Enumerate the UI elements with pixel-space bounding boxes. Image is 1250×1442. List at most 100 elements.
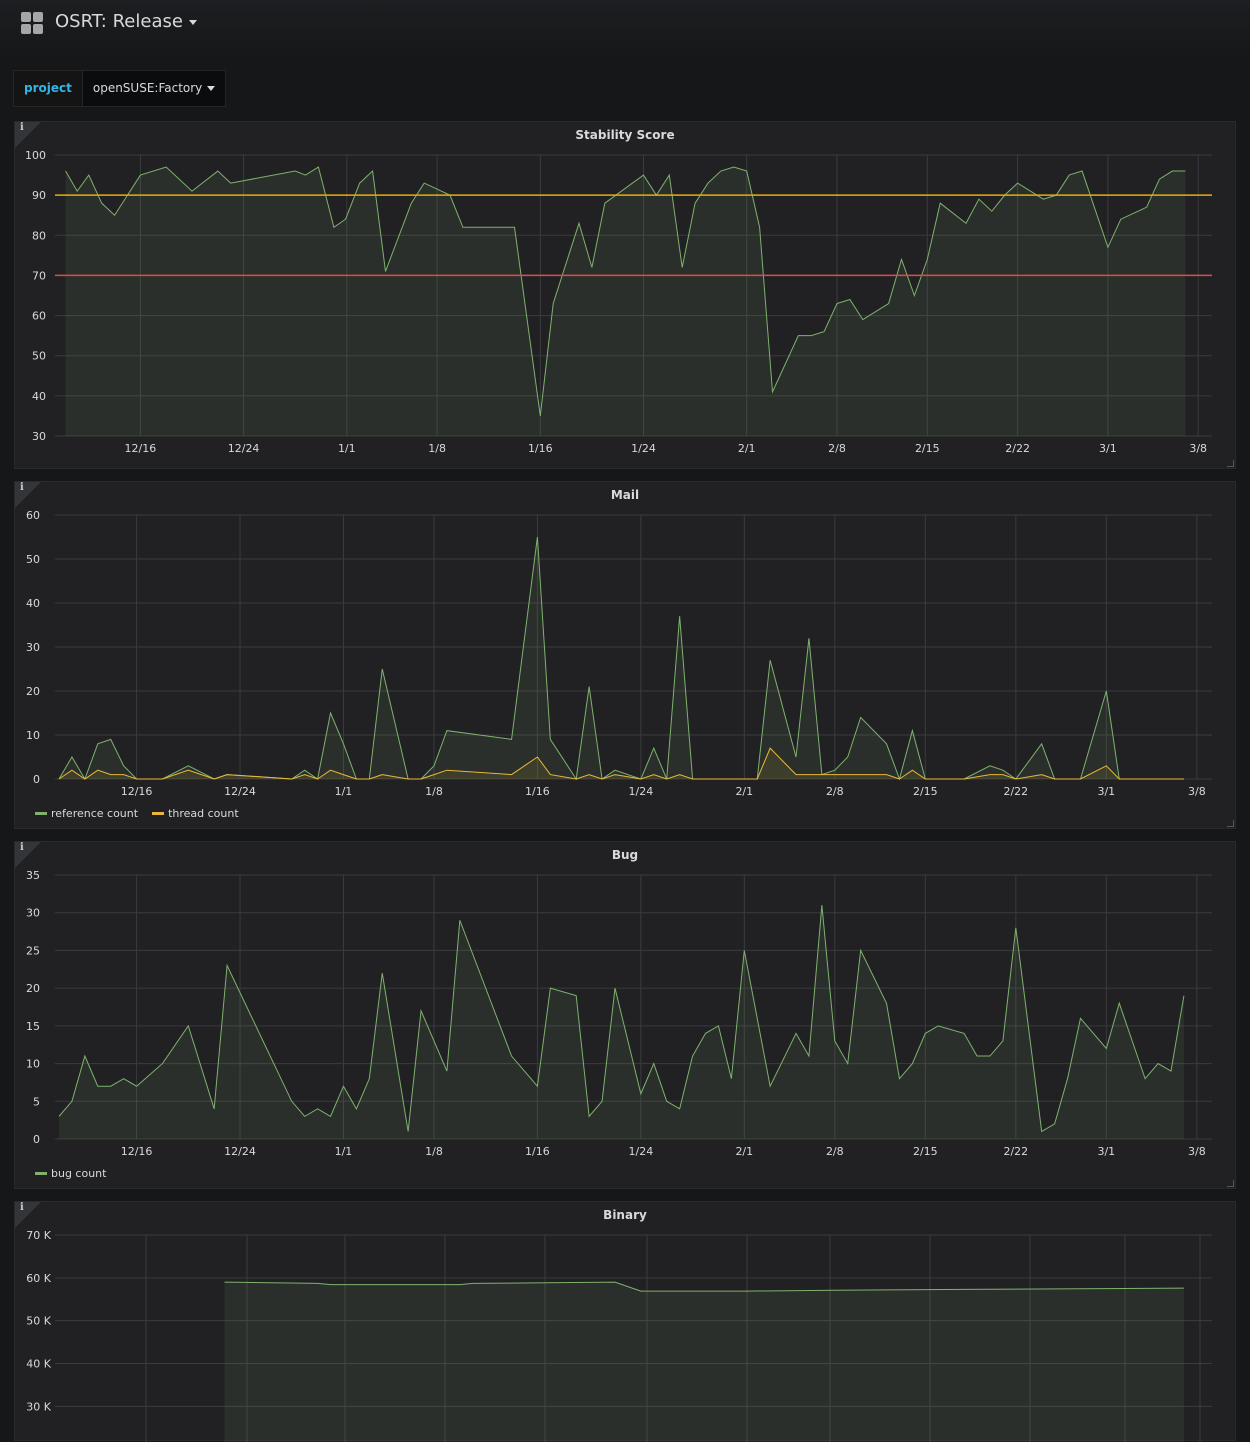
template-variables: project openSUSE:Factory	[13, 70, 227, 107]
top-navbar: OSRT: Release	[0, 0, 1250, 60]
grid-icon[interactable]	[21, 12, 43, 34]
y-tick-label: 20	[26, 685, 40, 698]
x-tick-label: 3/8	[1188, 785, 1206, 798]
panel-corner	[15, 1202, 41, 1228]
chevron-down-icon	[207, 86, 216, 91]
x-tick-label: 12/16	[121, 785, 153, 798]
y-tick-label: 10	[26, 1058, 40, 1071]
x-tick-label: 1/16	[525, 785, 550, 798]
x-tick-label: 1/24	[628, 1145, 653, 1158]
x-tick-label: 2/22	[1005, 442, 1030, 455]
legend-swatch	[35, 1172, 47, 1175]
x-tick-label: 12/16	[121, 1145, 153, 1158]
panel-corner	[15, 122, 41, 148]
x-tick-label: 2/22	[1003, 785, 1028, 798]
variable-value: openSUSE:Factory	[92, 81, 203, 95]
legend-swatch	[35, 812, 47, 815]
resize-handle[interactable]	[1227, 460, 1234, 467]
y-tick-label: 70	[32, 269, 46, 282]
panel-title[interactable]: Mail	[610, 488, 640, 502]
y-tick-label: 15	[26, 1020, 40, 1033]
panel-title[interactable]: Binary	[603, 1208, 647, 1222]
x-tick-label: 3/1	[1099, 442, 1117, 455]
legend: bug count	[35, 1167, 106, 1180]
x-tick-label: 2/8	[826, 1145, 844, 1158]
y-tick-label: 10	[26, 729, 40, 742]
stability-score-panel: i Stability Score 30 40 50 60 70 80 90 100 12/16…	[14, 121, 1236, 469]
dashboard-title[interactable]: OSRT: Release	[55, 11, 197, 32]
y-tick-label: 50 K	[26, 1315, 51, 1328]
series-line	[224, 1281, 1184, 1292]
y-tick-label: 60	[26, 509, 40, 522]
legend-label: bug count	[51, 1167, 107, 1180]
legend: reference count thread count	[35, 807, 239, 820]
y-tick-label: 35	[26, 869, 40, 882]
x-tick-label: 3/1	[1097, 1145, 1115, 1158]
info-icon[interactable]: i	[20, 1202, 24, 1213]
resize-handle[interactable]	[1227, 820, 1234, 827]
x-tick-label: 2/8	[828, 442, 846, 455]
legend-item-bug-count[interactable]: bug count	[35, 1167, 106, 1180]
legend-item-thread-count[interactable]: thread count	[152, 807, 239, 820]
x-tick-label: 12/16	[125, 442, 157, 455]
x-tick-label: 1/24	[631, 442, 656, 455]
y-tick-label: 60	[32, 310, 46, 323]
legend-swatch	[152, 812, 165, 815]
x-tick-label: 1/16	[528, 442, 553, 455]
x-tick-label: 2/1	[738, 442, 756, 455]
y-tick-label: 40 K	[26, 1357, 51, 1370]
x-tick-label: 12/24	[224, 1145, 256, 1158]
y-tick-label: 30	[26, 641, 40, 654]
resize-handle[interactable]	[1227, 1180, 1234, 1187]
y-tick-label: 50	[32, 350, 46, 363]
y-tick-label: 30	[26, 907, 40, 920]
y-tick-label: 40	[32, 390, 46, 403]
panel-title[interactable]: Stability Score	[575, 128, 675, 142]
series-line	[58, 536, 1184, 781]
y-tick-label: 50	[26, 553, 40, 566]
stability-chart: 30 40 50 60 70 80 90 100 12/16 12/24 1/1 1/8 1/16 1/2…	[25, 149, 1212, 455]
x-tick-label: 12/24	[224, 785, 256, 798]
y-tick-label: 5	[33, 1095, 40, 1108]
x-tick-label: 2/15	[913, 785, 938, 798]
x-tick-label: 1/24	[628, 785, 653, 798]
series-area	[224, 1282, 1184, 1442]
x-tick-label: 2/1	[735, 1145, 753, 1158]
y-tick-label: 20	[26, 982, 40, 995]
series-area	[59, 537, 1184, 779]
bug-chart: 0 5 10 15 20 25 30 35 12/16 12/24 1/1 1/8 1/16 1/24 2/…	[26, 869, 1212, 1158]
x-tick-label: 2/1	[735, 785, 753, 798]
info-icon[interactable]: i	[20, 482, 24, 493]
y-tick-label: 100	[25, 149, 46, 162]
x-tick-label: 2/8	[826, 785, 844, 798]
y-tick-label: 70 K	[26, 1229, 51, 1242]
y-tick-label: 60 K	[26, 1272, 51, 1285]
panel-title[interactable]: Bug	[611, 848, 639, 862]
chevron-down-icon	[188, 19, 197, 25]
dashboard-title-text: OSRT: Release	[55, 11, 183, 32]
y-tick-label: 80	[32, 229, 46, 242]
bug-panel: i Bug 0 5 10 15 20 25 30 35 12/16 12/24 1/1 1/8 1/16…	[14, 841, 1236, 1189]
x-tick-label: 12/24	[228, 442, 260, 455]
x-tick-label: 1/8	[428, 442, 446, 455]
x-tick-label: 3/1	[1097, 785, 1115, 798]
panel-corner	[15, 482, 41, 508]
series-line	[58, 905, 1185, 1133]
series-area	[59, 905, 1184, 1139]
variable-dropdown[interactable]: openSUSE:Factory	[82, 70, 227, 107]
y-tick-label: 30 K	[26, 1400, 51, 1413]
x-tick-label: 2/22	[1003, 1145, 1028, 1158]
legend-item-reference-count[interactable]: reference count	[35, 807, 138, 820]
y-tick-label: 30	[32, 430, 46, 443]
x-tick-label: 1/8	[425, 785, 443, 798]
info-icon[interactable]: i	[20, 842, 24, 853]
info-icon[interactable]: i	[20, 122, 24, 133]
y-tick-label: 0	[33, 773, 40, 786]
x-tick-label: 1/16	[525, 1145, 550, 1158]
panel-corner	[15, 842, 41, 868]
series-line	[58, 747, 1184, 780]
y-tick-label: 25	[26, 944, 40, 957]
legend-label: reference count	[51, 807, 139, 820]
mail-chart: 0 10 20 30 40 50 60 12/16 12/24 1/1 1/8 1/16 1/24 2/1…	[26, 509, 1212, 798]
y-tick-label: 0	[33, 1133, 40, 1146]
